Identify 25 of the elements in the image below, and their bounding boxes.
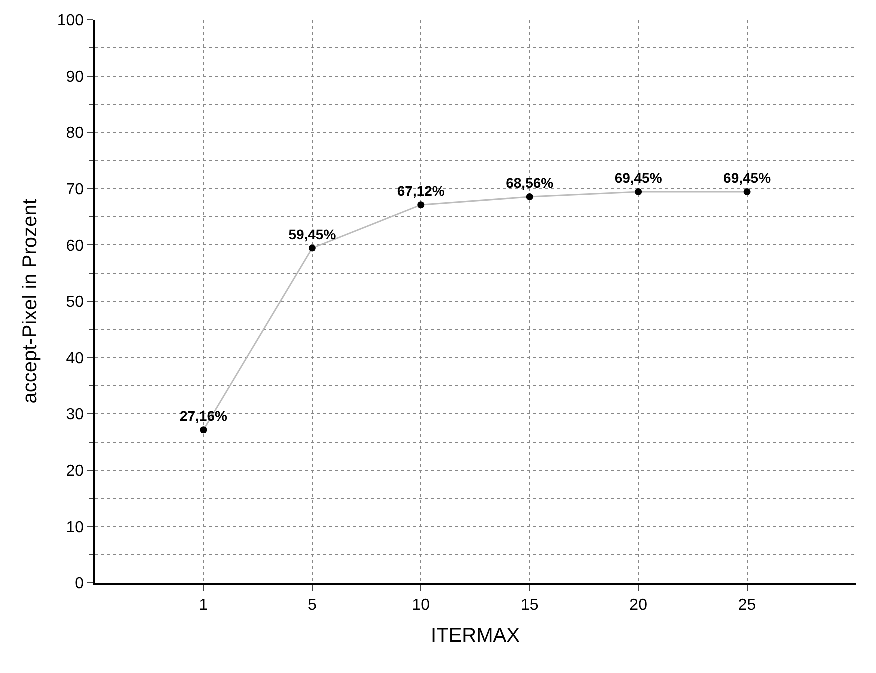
- y-tick-label: 20: [66, 463, 84, 480]
- y-tick-label: 100: [57, 12, 84, 30]
- x-tick-label: 20: [630, 596, 648, 614]
- data-label: 68,56%: [506, 175, 554, 192]
- data-label: 27,16%: [180, 408, 228, 424]
- y-tick-label: 0: [75, 576, 84, 593]
- data-label: 59,45%: [288, 226, 337, 242]
- y-tick-label: 60: [66, 238, 84, 255]
- x-tick-label: 10: [412, 596, 430, 614]
- y-tick-label: 40: [66, 350, 84, 368]
- x-axis-title: ITERMAX: [431, 624, 520, 647]
- y-tick-label: 10: [66, 519, 84, 536]
- y-tick-label: 70: [66, 182, 84, 198]
- x-tick-label: 1: [199, 596, 208, 614]
- data-label: 67,12%: [397, 183, 446, 200]
- data-label: 69,45%: [614, 170, 663, 186]
- x-tick-label: 15: [520, 596, 539, 614]
- y-tick-label: 90: [66, 68, 84, 86]
- x-tick-label: 25: [738, 596, 756, 614]
- data-label: 69,45%: [724, 170, 772, 186]
- y-tick-label: 30: [66, 406, 84, 424]
- y-tick-label: 50: [66, 294, 84, 312]
- x-tick-label: 5: [308, 596, 317, 614]
- y-axis-title: accept-Pixel in Prozent: [19, 198, 42, 404]
- y-tick-label: 80: [66, 125, 84, 142]
